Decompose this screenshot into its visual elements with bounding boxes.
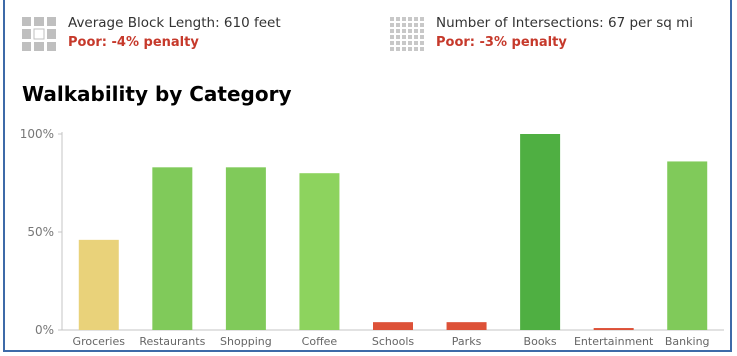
bar-schools	[373, 322, 413, 330]
bar-restaurants	[152, 167, 193, 330]
intersections-label: Number of Intersections: 67 per sq mi	[436, 15, 693, 31]
intersections-rating: Poor: -3% penalty	[436, 35, 567, 50]
bar-banking	[667, 161, 708, 330]
bar-parks	[446, 322, 487, 330]
x-tick-label: Parks	[452, 335, 482, 348]
x-tick-label: Groceries	[73, 335, 126, 348]
block-grid-icon	[22, 17, 56, 51]
block-length-rating: Poor: -4% penalty	[68, 35, 199, 50]
x-tick-label: Entertainment	[574, 335, 654, 348]
x-tick-label: Schools	[372, 335, 415, 348]
widget-frame	[3, 0, 732, 352]
bar-books	[520, 134, 561, 330]
intersections-grid-icon	[390, 17, 424, 51]
y-tick-label: 100%	[20, 127, 54, 141]
bar-coffee	[299, 173, 340, 330]
y-tick-label: 0%	[35, 323, 54, 337]
x-tick-label: Restaurants	[139, 335, 205, 348]
bar-shopping	[225, 167, 266, 330]
x-tick-label: Coffee	[302, 335, 338, 348]
x-tick-label: Shopping	[220, 335, 272, 348]
x-tick-label: Books	[524, 335, 557, 348]
y-tick-label: 50%	[27, 225, 54, 239]
section-title: Walkability by Category	[22, 82, 292, 106]
block-length-label: Average Block Length: 610 feet	[68, 15, 281, 31]
bar-entertainment	[593, 328, 634, 330]
x-tick-label: Banking	[665, 335, 710, 348]
bar-groceries	[78, 239, 119, 330]
